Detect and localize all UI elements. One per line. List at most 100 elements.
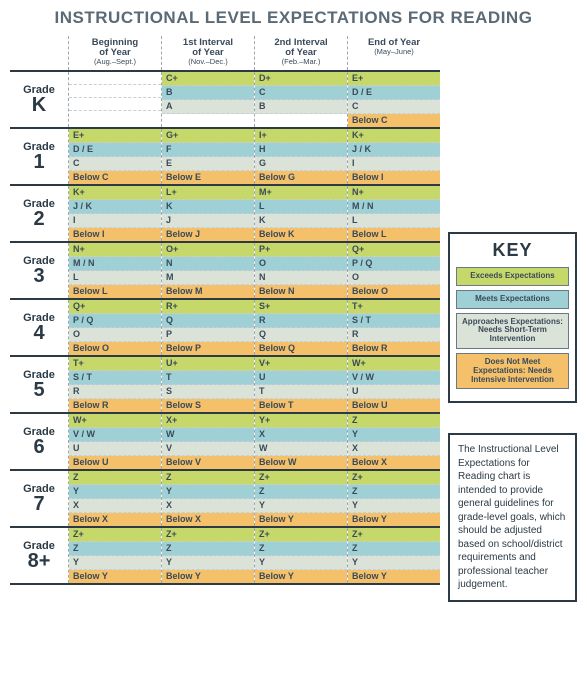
cell: R: [348, 328, 440, 342]
cell: Z: [348, 542, 440, 556]
cell: Below T: [255, 399, 347, 412]
cell: Below M: [162, 285, 254, 298]
cell: I: [348, 157, 440, 171]
cell: N: [255, 271, 347, 285]
cell: Z: [255, 542, 347, 556]
cell: X: [162, 499, 254, 513]
cell: N+: [69, 243, 161, 257]
cell: Below Y: [348, 570, 440, 583]
cell: M / N: [348, 200, 440, 214]
cell: V / W: [348, 371, 440, 385]
cell: Z: [69, 471, 161, 485]
cell: C: [69, 157, 161, 171]
cell: I+: [255, 129, 347, 143]
cell: I: [69, 214, 161, 228]
cell: X: [255, 428, 347, 442]
cell: P+: [255, 243, 347, 257]
cell: Z: [69, 542, 161, 556]
cell: Q+: [348, 243, 440, 257]
cell: Z+: [255, 528, 347, 542]
interval-header-2: 2nd Intervalof Year(Feb.–Mar.): [254, 36, 347, 70]
cell: Below R: [69, 399, 161, 412]
cell: Y+: [255, 414, 347, 428]
page-title: INSTRUCTIONAL LEVEL EXPECTATIONS FOR REA…: [10, 8, 577, 28]
cell: [69, 98, 161, 111]
cell: M+: [255, 186, 347, 200]
cell: Below Y: [348, 513, 440, 526]
expectations-chart: Beginningof Year(Aug.–Sept.)1st Interval…: [10, 36, 440, 602]
cell: S / T: [69, 371, 161, 385]
cell: Z: [162, 542, 254, 556]
cell: F: [162, 143, 254, 157]
cell: X+: [162, 414, 254, 428]
cell: J / K: [69, 200, 161, 214]
cell: A: [162, 100, 254, 114]
cell: U: [348, 385, 440, 399]
key-item-meets: Meets Expectations: [456, 290, 569, 309]
cell: [69, 85, 161, 98]
grade-block-4: Grade4Q+P / QOBelow OR+QPBelow PS+RQBelo…: [10, 300, 440, 357]
cell: Below U: [69, 456, 161, 469]
grade-block-1: Grade1E+D / ECBelow CG+FEBelow EI+HGBelo…: [10, 129, 440, 186]
cell: Z: [348, 414, 440, 428]
cell: R: [69, 385, 161, 399]
key-title: KEY: [456, 240, 569, 261]
cell: T: [162, 371, 254, 385]
cell: T+: [348, 300, 440, 314]
cell: Y: [69, 485, 161, 499]
cell: P / Q: [69, 314, 161, 328]
cell: Below O: [348, 285, 440, 298]
cell: E: [162, 157, 254, 171]
cell: [162, 114, 254, 127]
cell: T+: [69, 357, 161, 371]
cell: Below G: [255, 171, 347, 184]
cell: Below C: [348, 114, 440, 127]
note-box: The Instructional Level Expectations for…: [448, 433, 577, 602]
cell: L: [69, 271, 161, 285]
key-item-exceeds: Exceeds Expectations: [456, 267, 569, 286]
cell: C: [255, 86, 347, 100]
cell: Below X: [69, 513, 161, 526]
cell: J / K: [348, 143, 440, 157]
cell: X: [69, 499, 161, 513]
cell: Below Y: [69, 570, 161, 583]
cell: Below N: [255, 285, 347, 298]
cell: L: [255, 200, 347, 214]
grade-label: Grade5: [10, 357, 68, 412]
key-item-notmeet: Does Not Meet Expectations: Needs Intens…: [456, 353, 569, 389]
cell: P / Q: [348, 257, 440, 271]
cell: G+: [162, 129, 254, 143]
cell: S+: [255, 300, 347, 314]
key-box: KEY Exceeds Expectations Meets Expectatio…: [448, 232, 577, 403]
cell: O: [348, 271, 440, 285]
cell: Q+: [69, 300, 161, 314]
cell: Below Y: [162, 570, 254, 583]
grade-label: Grade4: [10, 300, 68, 355]
cell: Y: [162, 556, 254, 570]
grade-block-5: Grade5T+S / TRBelow RU+TSBelow SV+UTBelo…: [10, 357, 440, 414]
cell: V: [162, 442, 254, 456]
cell: B: [255, 100, 347, 114]
cell: Below I: [348, 171, 440, 184]
cell: Y: [348, 556, 440, 570]
grade-label: Grade8+: [10, 528, 68, 583]
cell: Below X: [348, 456, 440, 469]
cell: C+: [162, 72, 254, 86]
cell: Z+: [162, 528, 254, 542]
cell: Below U: [348, 399, 440, 412]
cell: J: [162, 214, 254, 228]
cell: [69, 111, 161, 124]
cell: N+: [348, 186, 440, 200]
cell: Below W: [255, 456, 347, 469]
cell: U: [255, 371, 347, 385]
grade-label: GradeK: [10, 72, 68, 127]
cell: D / E: [348, 86, 440, 100]
cell: U+: [162, 357, 254, 371]
cell: Below Q: [255, 342, 347, 355]
cell: O: [255, 257, 347, 271]
cell: Z+: [348, 528, 440, 542]
cell: Below C: [69, 171, 161, 184]
cell: Q: [162, 314, 254, 328]
cell: G: [255, 157, 347, 171]
cell: Z: [162, 471, 254, 485]
